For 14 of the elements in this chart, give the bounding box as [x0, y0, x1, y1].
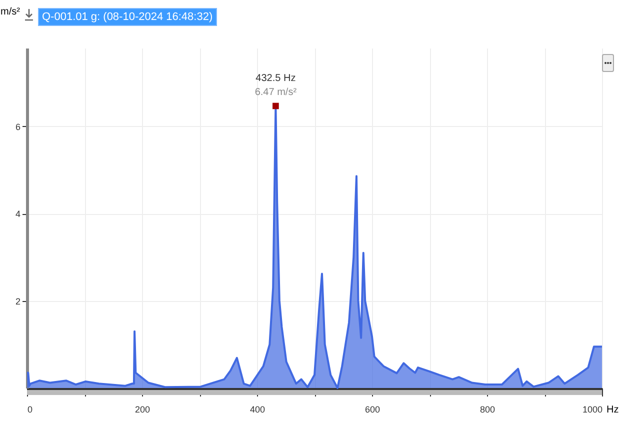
x-tick-label: 800 [480, 404, 496, 414]
y-axis-title: m/s² [0, 6, 21, 18]
annotation: 6.47 m/s² [254, 86, 298, 98]
x-tick-label: 200 [134, 404, 150, 414]
x-tick-label: 0 [28, 404, 33, 414]
chart-title: Q-001.01 g: (08-10-2024 16:48:32) [38, 8, 217, 26]
x-axis-title: Hz [606, 404, 619, 416]
x-tick-label: 600 [364, 404, 380, 414]
x-tick-label: 1000 [582, 404, 602, 414]
x-tick-label: 400 [250, 404, 266, 414]
annotation: 432.5 Hz [256, 72, 296, 84]
y-tick-label: 6 [15, 122, 20, 132]
y-tick-label: 4 [15, 209, 20, 220]
y-tick-label: 2 [15, 296, 20, 306]
